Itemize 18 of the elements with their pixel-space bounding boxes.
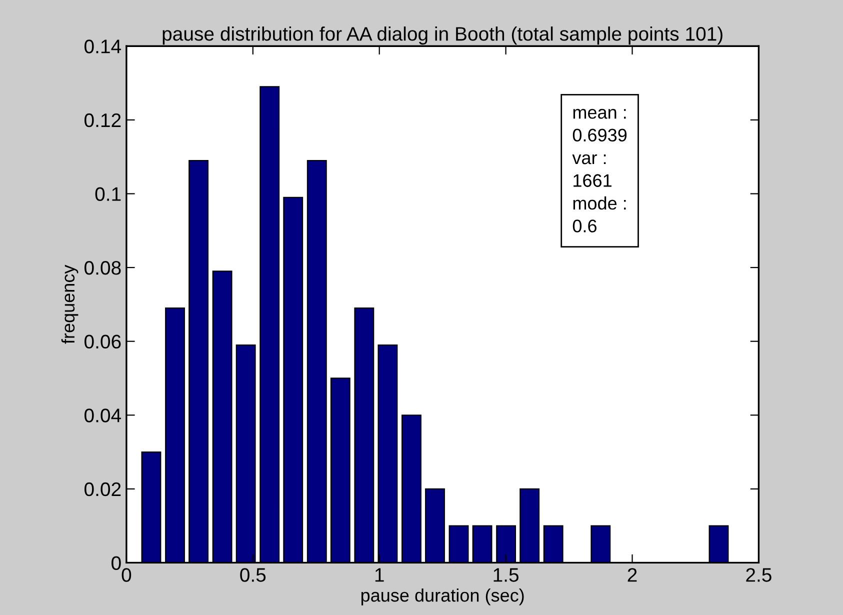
y-axis-title: frequency bbox=[61, 264, 78, 344]
y-tick-label: 0 bbox=[112, 556, 121, 570]
y-tick-label: 0.08 bbox=[84, 260, 121, 275]
x-tick-label: 1 bbox=[375, 568, 384, 582]
x-tick-label: 0.5 bbox=[240, 568, 266, 582]
y-tick-label: 0.02 bbox=[84, 482, 121, 496]
x-tick-label: 2.5 bbox=[746, 568, 772, 582]
chart-title: pause distribution for AA dialog in Booth (total sample points 101) bbox=[162, 26, 722, 45]
y-tick-label: 0.1 bbox=[95, 187, 121, 201]
y-tick-label: 0.04 bbox=[84, 408, 122, 422]
annotation: mean : 0.6939 var : 1661 mode : 0.6 bbox=[572, 108, 627, 232]
y-tick-label: 0.14 bbox=[84, 40, 122, 54]
x-tick-label: 1.5 bbox=[494, 568, 518, 582]
x-axis-title: pause duration (sec) bbox=[361, 588, 524, 606]
x-tick-label: 0 bbox=[122, 568, 132, 582]
y-tick-label: 0.06 bbox=[84, 334, 121, 349]
y-tick-label: 0.12 bbox=[84, 113, 121, 128]
x-tick-label: 2 bbox=[628, 568, 637, 582]
